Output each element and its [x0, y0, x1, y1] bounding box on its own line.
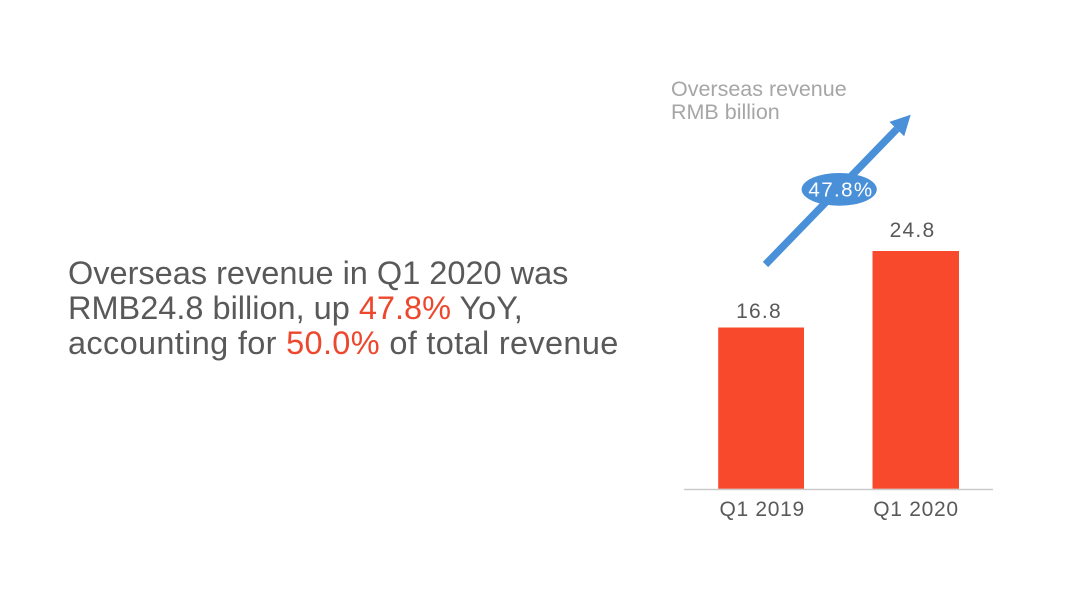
svg-text:47.8%: 47.8%	[808, 179, 873, 202]
